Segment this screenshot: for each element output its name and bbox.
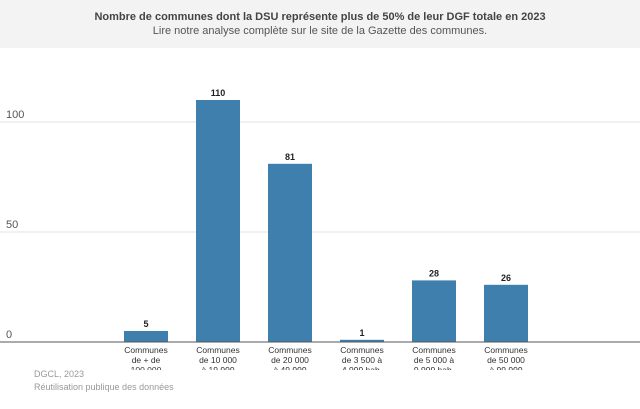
bar <box>484 284 528 342</box>
bar <box>124 331 168 342</box>
y-tick-label: 50 <box>6 219 18 231</box>
bar <box>268 163 312 342</box>
data-label: 26 <box>501 273 511 283</box>
chart-subtitle: Lire notre analyse complète sur le site … <box>152 25 488 37</box>
chart-title: Nombre de communes dont la DSU représent… <box>94 11 546 23</box>
data-label: 110 <box>211 88 226 98</box>
bar <box>196 100 240 342</box>
y-tick-label: 0 <box>6 329 12 341</box>
bar <box>340 339 384 342</box>
chart-footer: DGCL, 2023 Réutilisation publique des do… <box>34 368 174 394</box>
y-tick-label: 100 <box>6 109 24 121</box>
data-label: 5 <box>143 319 148 329</box>
data-label: 81 <box>285 152 295 162</box>
source-text: DGCL, 2023 <box>34 369 85 379</box>
data-label: 1 <box>359 328 364 338</box>
reuse-note: Réutilisation publique des données <box>34 382 174 392</box>
chart-header: Nombre de communes dont la DSU représent… <box>0 0 640 48</box>
bar <box>412 280 456 342</box>
data-label: 28 <box>429 268 439 278</box>
